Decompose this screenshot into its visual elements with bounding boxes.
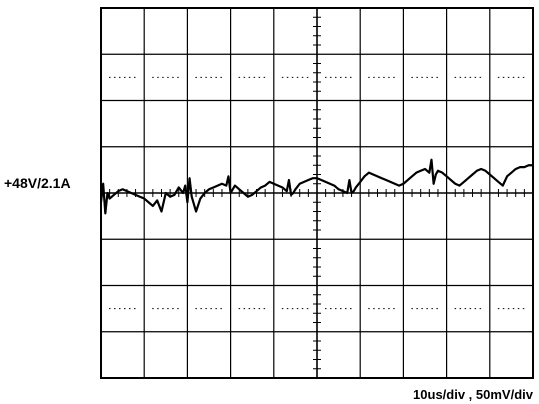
scale-label: 10us/div , 50mV/div bbox=[413, 387, 533, 402]
grid bbox=[100, 7, 534, 379]
trace-layer bbox=[99, 158, 533, 215]
waveform-trace bbox=[99, 158, 533, 215]
channel-label: +48V/2.1A bbox=[4, 175, 71, 191]
